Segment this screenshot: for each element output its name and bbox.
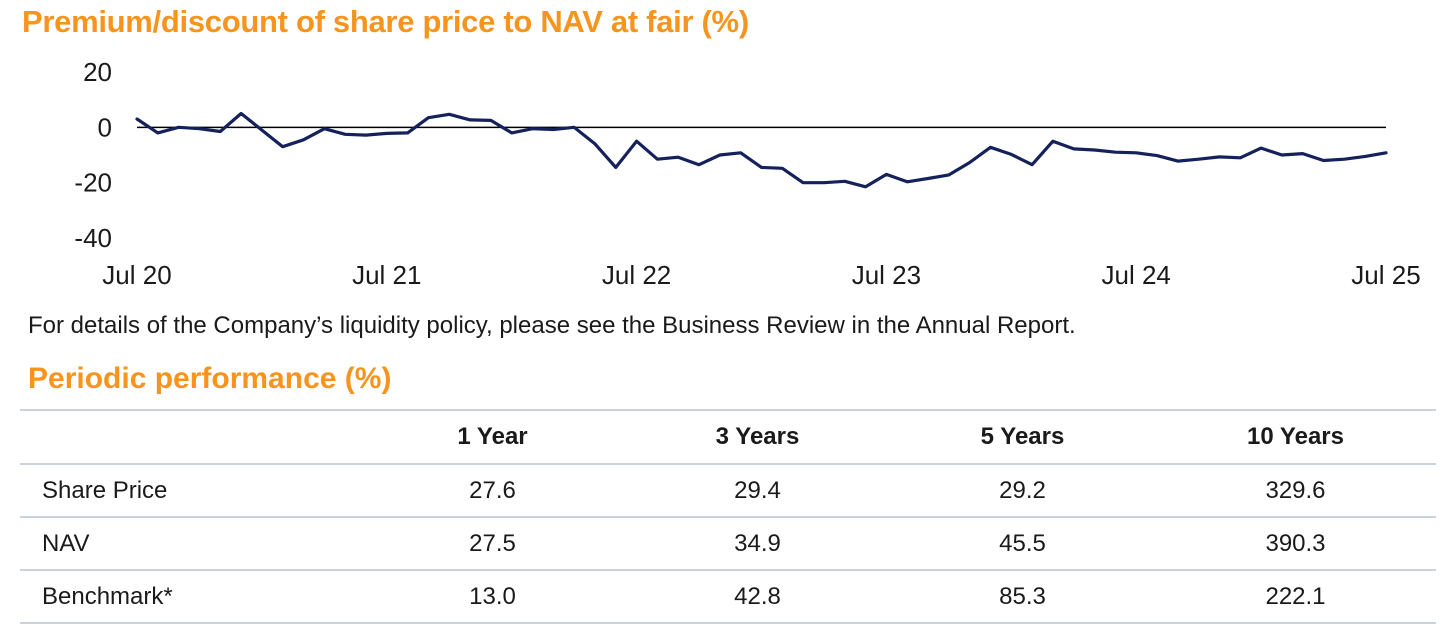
table-cell: 29.2: [999, 476, 1046, 504]
x-tick-label: Jul 25: [1351, 260, 1420, 290]
table-cell: 45.5: [999, 529, 1046, 557]
table-cell: 29.4: [734, 476, 781, 504]
column-header: [20, 410, 360, 464]
y-tick-label: 20: [83, 57, 112, 87]
table-row: Share Price 27.6 29.4 29.2 329.6: [20, 464, 1436, 517]
table-cell: 27.5: [469, 529, 516, 557]
table-row: NAV 27.5 34.9 45.5 390.3: [20, 517, 1436, 570]
table-row: Benchmark* 13.0 42.8 85.3 222.1: [20, 570, 1436, 623]
y-tick-label: -20: [74, 168, 112, 198]
x-tick-label: Jul 23: [852, 260, 921, 290]
periodic-performance-table: 1 Year 3 Years 5 Years 10 Years Share Pr…: [20, 409, 1436, 624]
x-tick-label: Jul 21: [352, 260, 421, 290]
y-axis-ticks: 20 0 -20 -40: [74, 57, 112, 253]
table-cell: 222.1: [1265, 582, 1326, 610]
x-tick-label: Jul 20: [102, 260, 171, 290]
liquidity-note: For details of the Company’s liquidity p…: [28, 312, 1076, 339]
column-header: 10 Years: [1247, 423, 1344, 450]
column-header: 5 Years: [980, 423, 1065, 450]
premium-discount-chart: 20 0 -20 -40 Jul 20 Jul 21 Jul 22 Jul 23 Jul 24…: [74, 57, 1420, 290]
y-tick-label: -40: [74, 223, 112, 253]
x-tick-label: Jul 24: [1102, 260, 1171, 290]
table-cell: 42.8: [734, 582, 781, 610]
column-header: 1 Year: [457, 423, 528, 450]
table-cell: 390.3: [1265, 529, 1326, 557]
table-cell: 34.9: [734, 529, 781, 557]
row-label: Benchmark*: [42, 582, 173, 610]
table-cell: 85.3: [999, 582, 1046, 610]
table-cell: 27.6: [469, 476, 516, 504]
y-tick-label: 0: [98, 112, 112, 142]
table-cell: 329.6: [1265, 476, 1326, 504]
row-label: Share Price: [42, 476, 168, 504]
x-tick-label: Jul 22: [602, 260, 671, 290]
table-cell: 13.0: [469, 582, 516, 610]
table-header-row: 1 Year 3 Years 5 Years 10 Years: [20, 410, 1436, 464]
chart-title: Premium/discount of share price to NAV a…: [22, 4, 749, 39]
x-axis-ticks: Jul 20 Jul 21 Jul 22 Jul 23 Jul 24 Jul 25: [102, 260, 1420, 290]
column-header: 3 Years: [715, 423, 800, 450]
premium-discount-series-line: [135, 111, 1388, 189]
periodic-performance-title: Periodic performance (%): [28, 362, 392, 395]
row-label: NAV: [42, 529, 90, 557]
